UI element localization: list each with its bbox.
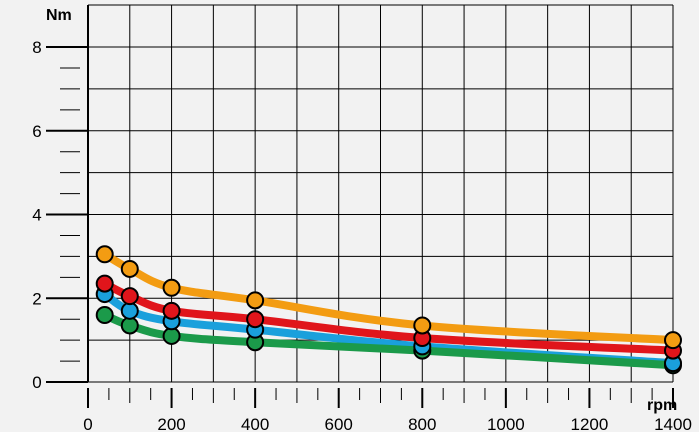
x-tick-label: 600 <box>325 415 353 432</box>
y-tick-label: 8 <box>32 38 41 57</box>
y-tick-label: 2 <box>32 289 41 308</box>
y-tick-label: 6 <box>32 122 41 141</box>
data-point-series-1 <box>162 301 181 320</box>
data-point-series-3 <box>162 326 181 345</box>
x-tick-label: 0 <box>83 415 92 432</box>
series-layer <box>95 245 682 375</box>
data-point-series-1 <box>95 274 114 293</box>
y-tick-label: 0 <box>32 373 41 392</box>
data-point-series-1 <box>120 287 139 306</box>
data-point-series-0 <box>246 291 265 310</box>
data-point-series-3 <box>95 306 114 324</box>
y-axis-unit-label: Nm <box>46 7 72 24</box>
data-point-series-3 <box>120 316 139 335</box>
data-point-series-0 <box>120 259 139 278</box>
y-tick-label: 4 <box>32 206 41 225</box>
x-tick-label: 800 <box>408 415 436 432</box>
data-point-series-0 <box>162 278 181 297</box>
x-tick-label: 1200 <box>571 415 609 432</box>
x-axis-unit-label: rpm <box>647 397 677 414</box>
x-tick-label: 1000 <box>487 415 525 432</box>
x-tick-label: 200 <box>157 415 185 432</box>
data-point-series-0 <box>664 331 682 350</box>
grid <box>87 4 674 383</box>
data-point-series-0 <box>95 245 114 264</box>
data-point-series-1 <box>246 310 265 329</box>
x-tick-label: 400 <box>241 415 269 432</box>
data-point-series-0 <box>413 316 432 335</box>
x-tick-label: 1400 <box>654 415 692 432</box>
data-point-series-2 <box>120 301 139 320</box>
axes: 0 2 4 6 8 0 200 400 600 800 1000 1200 1400 <box>32 5 692 432</box>
